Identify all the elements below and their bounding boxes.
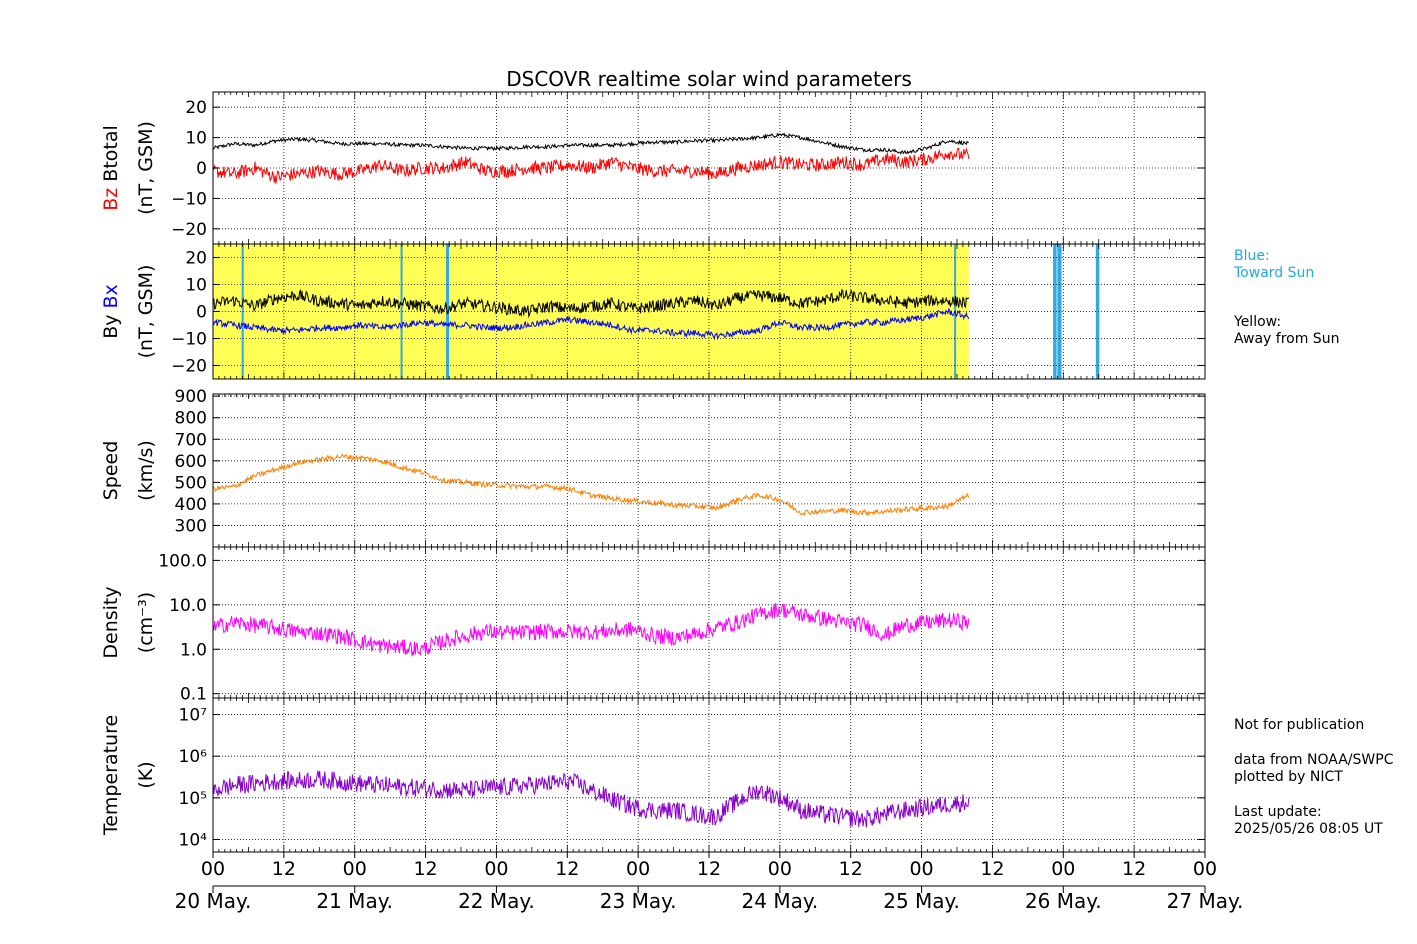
grid xyxy=(213,547,1205,698)
y-tick-label: 20 xyxy=(185,98,207,118)
grid xyxy=(213,92,1205,244)
toward-sun-region xyxy=(241,244,244,379)
data-source-note: data from NOAA/SWPC plotted by NICT xyxy=(1234,752,1394,785)
x-date-label: 24 May. xyxy=(742,889,819,913)
y-tick-label: 20 xyxy=(185,249,207,269)
y-tick-label: 0.1 xyxy=(180,685,207,705)
x-date-label: 21 May. xyxy=(316,889,393,913)
y-tick-label: 10 xyxy=(185,276,207,296)
x-hour-label: 00 xyxy=(201,858,225,880)
x-hour-label: 00 xyxy=(626,858,650,880)
y-axis-units: (nT, GSM) xyxy=(135,121,157,215)
y-tick-label: 1.0 xyxy=(180,640,207,660)
series-temperature xyxy=(213,770,970,828)
y-axis-units: (km/s) xyxy=(135,440,157,501)
away-from-sun-legend: Yellow: Away from Sun xyxy=(1234,314,1340,347)
x-hour-label: 00 xyxy=(484,858,508,880)
y-tick-label: 0 xyxy=(196,159,207,179)
y-tick-label: 10.0 xyxy=(169,596,207,616)
not-for-publication-note: Not for publication xyxy=(1234,717,1365,733)
x-date-label: 20 May. xyxy=(175,889,252,913)
y-axis-label: Density xyxy=(100,586,122,658)
y-tick-label: 300 xyxy=(175,516,207,536)
x-hour-label: 12 xyxy=(980,858,1004,880)
series-bx xyxy=(213,307,970,341)
grid xyxy=(213,394,1205,547)
toward-sun-region xyxy=(1053,244,1057,379)
series-density xyxy=(213,602,970,657)
x-hour-label: 00 xyxy=(1051,858,1075,880)
x-hour-label: 12 xyxy=(1122,858,1146,880)
y-axis-units: (K) xyxy=(135,761,157,788)
y-tick-label: 10⁷ xyxy=(179,706,208,726)
panel-frame xyxy=(212,697,1206,853)
x-date-label: 26 May. xyxy=(1025,889,1102,913)
y-axis-label-part: Btotal xyxy=(100,125,122,181)
y-tick-label: 500 xyxy=(175,473,207,493)
x-hour-label: 12 xyxy=(413,858,437,880)
y-axis-label-part: By xyxy=(100,315,122,339)
y-tick-label: 900 xyxy=(175,387,207,407)
y-tick-label: −20 xyxy=(171,220,207,240)
y-axis-label: Bz Btotal xyxy=(100,125,122,211)
y-axis-label-part: Bz xyxy=(100,188,122,211)
panel-magnetic-field-components: 20 10 0 −10 −20 By Bx (nT, GSM) xyxy=(100,243,1206,380)
y-tick-label: 0 xyxy=(196,303,207,323)
y-tick-label: 10⁵ xyxy=(179,789,207,809)
x-date-label: 27 May. xyxy=(1167,889,1244,913)
panel-temperature: 10⁷ 10⁶ 10⁵ 10⁴ Temperature (K) xyxy=(100,697,1206,853)
series-btotal xyxy=(213,132,970,155)
y-axis-units: (nT, GSM) xyxy=(135,265,157,359)
x-hour-label: 12 xyxy=(697,858,721,880)
x-hour-label: 12 xyxy=(272,858,296,880)
toward-sun-legend: Blue: Toward Sun xyxy=(1234,248,1315,281)
y-tick-label: −20 xyxy=(171,357,207,377)
y-axis-label-part: Bx xyxy=(100,284,122,308)
y-tick-label: 100.0 xyxy=(158,551,207,571)
x-hour-label: 00 xyxy=(1193,858,1217,880)
toward-sun-region xyxy=(400,244,403,379)
y-tick-label: 10⁴ xyxy=(179,830,208,850)
x-hour-label: 12 xyxy=(555,858,579,880)
last-update-note: Last update: 2025/05/26 08:05 UT xyxy=(1234,804,1383,837)
y-tick-label: 10 xyxy=(185,129,207,149)
grid xyxy=(213,244,1205,379)
x-hour-label: 00 xyxy=(909,858,933,880)
away-from-sun-region xyxy=(213,244,969,379)
x-hour-label: 00 xyxy=(343,858,367,880)
y-tick-label: 600 xyxy=(175,452,207,472)
y-tick-label: 800 xyxy=(175,409,207,429)
y-axis-label: Speed xyxy=(100,441,122,501)
series-bz xyxy=(213,147,970,184)
series-speed xyxy=(213,453,970,517)
y-axis-label: Temperature xyxy=(100,715,122,836)
y-tick-label: 10⁶ xyxy=(179,747,208,767)
y-tick-label: 700 xyxy=(175,430,207,450)
y-tick-label: −10 xyxy=(171,330,207,350)
x-date-label: 22 May. xyxy=(458,889,535,913)
y-axis-units: (cm⁻³) xyxy=(135,592,157,653)
panel-magnetic-field-total: 20 10 0 −10 −20 Bz Btotal (nT, GSM) xyxy=(100,91,1206,245)
chart-title: DSCOVR realtime solar wind parameters xyxy=(506,67,912,91)
grid xyxy=(213,698,1205,852)
toward-sun-region xyxy=(1095,244,1100,379)
y-tick-label: 400 xyxy=(175,495,207,515)
y-axis-label: By Bx xyxy=(100,284,122,339)
x-date-label: 25 May. xyxy=(883,889,960,913)
x-date-label: 23 May. xyxy=(600,889,677,913)
panel-frame xyxy=(212,393,1206,548)
panel-density: 100.0 10.0 1.0 0.1 Density (cm⁻³) xyxy=(100,546,1206,705)
x-hour-label: 12 xyxy=(839,858,863,880)
series-by xyxy=(213,288,970,319)
y-tick-label: −10 xyxy=(171,189,207,209)
x-hour-label: 00 xyxy=(768,858,792,880)
